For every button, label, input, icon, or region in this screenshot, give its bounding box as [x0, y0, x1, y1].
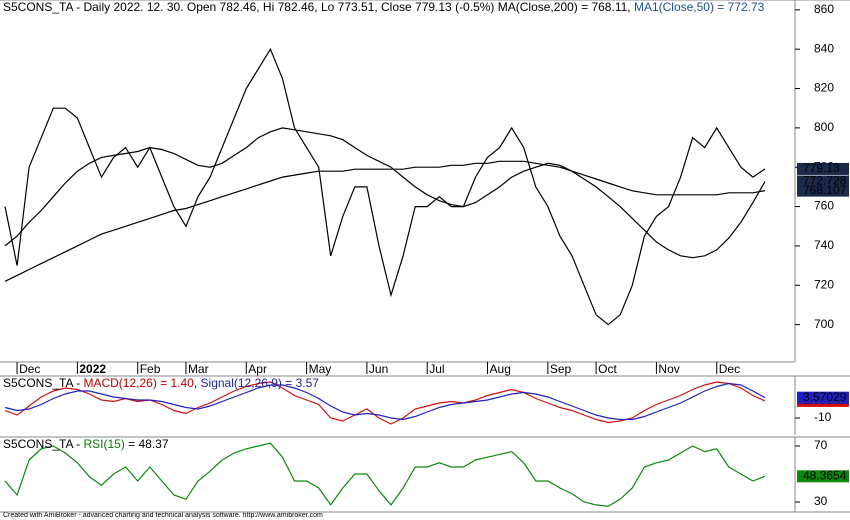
y-tick-label: 740 — [814, 238, 834, 252]
x-tick-label: Feb — [140, 362, 161, 376]
x-tick-label: Mar — [188, 362, 209, 376]
title-part: Signal(12,26,9) = 3.57 — [201, 376, 320, 390]
title-part: = 48.37 — [125, 437, 169, 451]
last-value-label: 772.728 — [803, 174, 847, 188]
title-part: S5CONS_TA - — [3, 376, 83, 390]
y-tick-label: -10 — [814, 410, 832, 424]
x-tick-label: 2022 — [79, 362, 106, 376]
series-line — [4, 127, 766, 259]
panel-title: S5CONS_TA - RSI(15) = 48.37 — [3, 437, 169, 451]
last-value-label: 779.13 — [803, 161, 840, 175]
last-value-box — [797, 391, 849, 404]
x-tick-label: Dec — [719, 362, 740, 376]
x-tick-label: Jun — [369, 362, 388, 376]
y-tick-label: 860 — [814, 2, 834, 16]
panel-title: S5CONS_TA - Daily 2022. 12. 30. Open 782… — [3, 0, 765, 14]
series-line — [4, 382, 766, 421]
last-value-box — [797, 162, 849, 175]
footer: Created with AmiBroker - advanced charti… — [3, 512, 323, 519]
last-value-label: 3.57029 — [803, 390, 847, 404]
y-tick-label: 720 — [814, 277, 834, 291]
series-line — [4, 160, 766, 282]
y-tick-label: 70 — [814, 438, 828, 452]
x-tick-label: Sep — [550, 362, 572, 376]
x-tick-label: Aug — [490, 362, 511, 376]
y-tick-label: 700 — [814, 317, 834, 331]
series-line — [4, 47, 766, 326]
x-tick-label: Nov — [658, 362, 679, 376]
y-tick-label: 840 — [814, 41, 834, 55]
panel-title: S5CONS_TA - MACD(12,26) = 1.40, Signal(1… — [3, 376, 319, 390]
series-line — [4, 381, 766, 425]
title-part: , — [194, 376, 201, 390]
last-value-label: 768.107 — [803, 183, 847, 197]
x-tick-label: May — [309, 362, 332, 376]
x-tick-label: Jul — [429, 362, 444, 376]
last-value-box — [797, 470, 849, 483]
x-tick-label: Oct — [598, 362, 617, 376]
y-tick-label: 760 — [814, 199, 834, 213]
last-value-label: 48.3654 — [803, 468, 847, 482]
title-part: RSI(15) — [83, 437, 124, 451]
y-tick-label: 30 — [814, 494, 828, 508]
title-part: MACD(12,26) = 1.40 — [83, 376, 194, 390]
series-line — [4, 442, 766, 507]
last-value-box — [797, 175, 849, 188]
last-value-box — [797, 184, 849, 197]
title-part: S5CONS_TA - — [3, 437, 83, 451]
y-tick-label: 800 — [814, 120, 834, 134]
x-tick-label: Apr — [248, 362, 267, 376]
title-part: MA(Close,200) = 768.11, — [494, 0, 630, 14]
title-part: MA1(Close,50) = 772.73 — [631, 0, 765, 14]
x-tick-label: Dec — [19, 362, 40, 376]
title-part: S5CONS_TA - Daily 2022. 12. 30. Open 782… — [3, 0, 494, 14]
y-tick-label: 820 — [814, 81, 834, 95]
